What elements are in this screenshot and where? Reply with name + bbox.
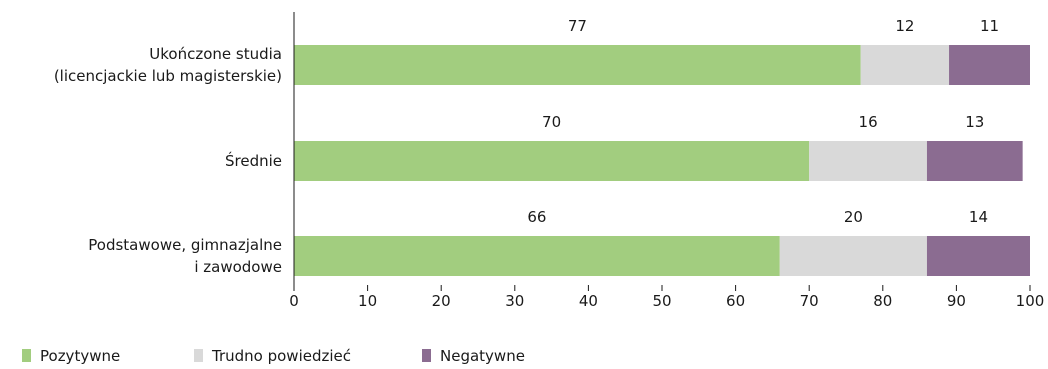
- legend-swatch: [422, 349, 431, 362]
- data-label: 14: [969, 208, 988, 226]
- x-tick-label: 90: [947, 292, 966, 310]
- bar-segment: [294, 236, 780, 276]
- legend: Pozytywne Trudno powiedzieć Negatywne: [22, 347, 525, 365]
- bar-segment: [860, 45, 950, 85]
- data-label: 20: [844, 208, 863, 226]
- category-label: Ukończone studia (licencjackie lub magist…: [54, 45, 282, 85]
- x-tick-label: 30: [505, 292, 524, 310]
- x-tick-label: 60: [726, 292, 745, 310]
- bar-segment: [949, 45, 1030, 85]
- bar-segment: [809, 141, 927, 181]
- legend-swatch: [194, 349, 203, 362]
- bars-group: [294, 45, 1030, 276]
- x-tick-label: 0: [289, 292, 299, 310]
- data-label: 13: [965, 113, 984, 131]
- x-tick-label: 40: [579, 292, 598, 310]
- legend-label: Trudno powiedzieć: [211, 347, 351, 365]
- legend-label: Pozytywne: [40, 347, 120, 365]
- x-tick-label: 50: [652, 292, 671, 310]
- data-label: 70: [542, 113, 561, 131]
- x-tick-label: 10: [358, 292, 377, 310]
- bar-segment: [926, 236, 1030, 276]
- x-axis-ticks-group: 0 10 20 30 40 50 60 70 80 90 100: [289, 285, 1044, 310]
- bar-segment: [779, 236, 927, 276]
- data-label: 12: [895, 17, 914, 35]
- x-tick-label: 80: [873, 292, 892, 310]
- category-label-line: i zawodowe: [194, 258, 282, 276]
- data-label: 11: [980, 17, 999, 35]
- bar-segment: [294, 45, 861, 85]
- x-tick-label: 20: [432, 292, 451, 310]
- data-label: 77: [568, 17, 587, 35]
- category-label: Średnie: [225, 151, 282, 170]
- category-label-line: Średnie: [225, 151, 282, 170]
- bar-segment: [926, 141, 1023, 181]
- category-labels-group: Ukończone studia (licencjackie lub magist…: [54, 45, 282, 276]
- bar-segment: [294, 141, 810, 181]
- legend-label: Negatywne: [440, 347, 525, 365]
- data-labels-group: 77 12 11 70 16 13 66 20 14: [527, 17, 999, 226]
- x-tick-label: 70: [800, 292, 819, 310]
- category-label-line: Podstawowe, gimnazjalne: [88, 236, 282, 254]
- legend-swatch: [22, 349, 31, 362]
- data-label: 66: [527, 208, 546, 226]
- data-label: 16: [859, 113, 878, 131]
- category-label-line: (licencjackie lub magisterskie): [54, 67, 282, 85]
- x-tick-label: 100: [1016, 292, 1045, 310]
- category-label-line: Ukończone studia: [149, 45, 282, 63]
- category-label: Podstawowe, gimnazjalne i zawodowe: [88, 236, 282, 276]
